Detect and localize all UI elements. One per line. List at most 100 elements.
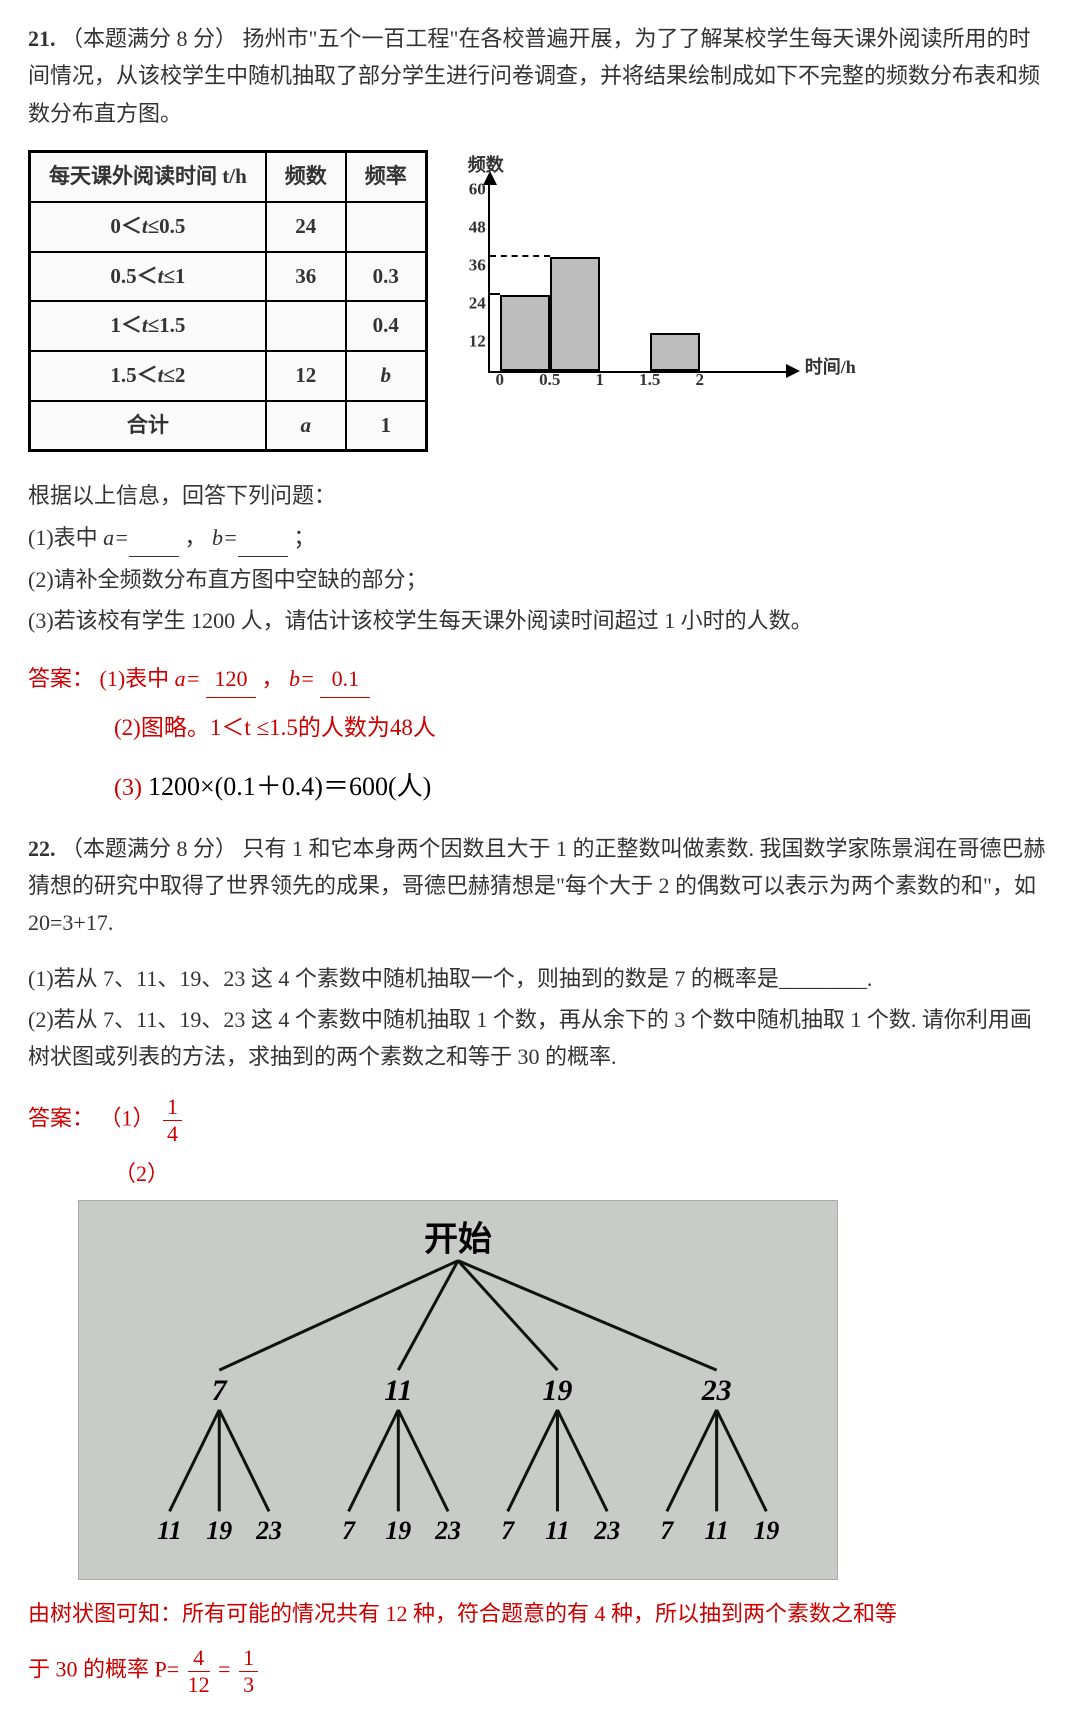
ans3: (3)(3) 1200×(0.1+0.4) = 600(人) 1200×(0.1…	[28, 765, 1052, 809]
tree-leaf: 7	[342, 1516, 356, 1545]
tree-node: 11	[384, 1374, 412, 1407]
table-cell: 12	[266, 351, 346, 401]
q21-prompt: 根据以上信息，回答下列问题：	[28, 477, 1052, 514]
sub1-pre: (1)表中	[28, 525, 103, 550]
tree-leaf: 19	[206, 1516, 232, 1545]
sub1-comma: ，	[185, 525, 207, 550]
histogram-plot: 时间/h 122436486000.511.52	[488, 183, 788, 373]
y-tick: 36	[456, 251, 486, 280]
table-cell: 1.5＜t≤2	[30, 351, 266, 401]
frequency-table: 每天课外阅读时间 t/h 频数 频率 0＜t≤0.5240.5＜t≤1360.3…	[28, 150, 428, 452]
q22-sub2: (2)若从 7、11、19、23 这 4 个素数中随机抽取 1 个数，再从余下的…	[28, 1001, 1052, 1076]
ans1: (1)表中 a= 120 ， b= 0.1	[100, 666, 371, 691]
x-tick: 2	[696, 366, 705, 395]
x-tick: 0.5	[539, 366, 560, 395]
table-cell: a	[266, 401, 346, 451]
guide-line	[490, 293, 500, 295]
conc2-pre: 于 30 的概率 P=	[28, 1656, 179, 1681]
f1n: 4	[188, 1647, 210, 1672]
table-cell: 合计	[30, 401, 266, 451]
q22-sub1: (1)若从 7、11、19、23 这 4 个素数中随机抽取一个，则抽到的数是 7…	[28, 960, 1052, 997]
table-cell: 1	[346, 401, 427, 451]
q21-number: 21.	[28, 26, 56, 51]
table-cell: 36	[266, 252, 346, 302]
tree-leaf: 11	[545, 1516, 569, 1545]
q21-marks: （本题满分 8 分）	[61, 26, 237, 51]
table-header-row: 每天课外阅读时间 t/h 频数 频率	[30, 152, 427, 202]
frac-den: 4	[163, 1121, 182, 1145]
th-rate: 频率	[346, 152, 427, 202]
histogram: 频数 时间/h 122436486000.511.52	[458, 150, 788, 373]
y-tick: 60	[456, 175, 486, 204]
table-row: 0.5＜t≤1360.3	[30, 252, 427, 302]
ans1-pre: (1)表中	[100, 666, 175, 691]
eq: =	[218, 1656, 230, 1681]
ans1-frac: 1 4	[163, 1096, 182, 1145]
q21-stem: 21. （本题满分 8 分） 扬州市"五个一百工程"在各校普遍开展，为了了解某校…	[28, 20, 1052, 132]
ans2-label: （2）	[28, 1155, 1052, 1192]
tree-leaf: 23	[434, 1516, 461, 1545]
ans2-text: (2)图略。1＜t ≤1.5的人数为48人	[114, 715, 436, 740]
answer-label: 答案：	[28, 666, 94, 691]
tree-leaf: 23	[255, 1516, 282, 1545]
th-freq: 频数	[266, 152, 346, 202]
q21-sub3: (3)若该校有学生 1200 人，请估计该校学生每天课外阅读时间超过 1 小时的…	[28, 602, 1052, 639]
ans2: (2)图略。1＜t ≤1.5的人数为48人	[28, 708, 1052, 747]
ans1-a-val: 120	[206, 660, 256, 698]
tree-node: 19	[543, 1374, 573, 1407]
tree-svg: 开始 7 11 19 23 11 19 23 7 19 23 7 11 23 7 11 19	[79, 1201, 837, 1579]
th-time: 每天课外阅读时间 t/h	[30, 152, 266, 202]
ans1-b-val: 0.1	[320, 660, 370, 698]
q22-marks: （本题满分 8 分）	[61, 836, 237, 861]
blank-a	[129, 519, 179, 557]
x-tick: 1	[596, 366, 605, 395]
guide-line	[490, 255, 550, 257]
histogram-bar	[550, 257, 600, 371]
sub1-b: b=	[212, 525, 238, 550]
tree-leaf: 11	[704, 1516, 728, 1545]
table-cell: 24	[266, 202, 346, 252]
conclusion-line1: 由树状图可知：所有可能的情况共有 12 种，符合题意的有 4 种，所以抽到两个素…	[28, 1595, 1052, 1632]
tree-leaf: 19	[385, 1516, 411, 1545]
f2n: 1	[239, 1647, 258, 1672]
frac-4-12: 4 12	[188, 1647, 210, 1696]
y-tick: 12	[456, 327, 486, 356]
table-cell	[346, 202, 427, 252]
f1d: 12	[188, 1672, 210, 1696]
sub1-end: ；	[293, 525, 315, 550]
tree-leaf: 11	[157, 1516, 181, 1545]
y-axis-label: 频数	[468, 150, 788, 181]
x-tick: 0	[496, 366, 505, 395]
table-row: 0＜t≤0.524	[30, 202, 427, 252]
table-cell: 0.3	[346, 252, 427, 302]
table-cell: 0＜t≤0.5	[30, 202, 266, 252]
y-tick: 24	[456, 289, 486, 318]
q22-number: 22.	[28, 836, 56, 861]
frac-num: 1	[163, 1096, 182, 1121]
table-row: 合计a1	[30, 401, 427, 451]
q21-sub2: (2)请补全频数分布直方图中空缺的部分；	[28, 561, 1052, 598]
q21-sub1: (1)表中 a= ， b= ；	[28, 519, 1052, 557]
answer-label-2: 答案：	[28, 1105, 94, 1130]
q21-answer: 答案： (1)表中 a= 120 ， b= 0.1	[28, 660, 1052, 698]
ans1-label: （1）	[100, 1105, 155, 1130]
x-tick: 1.5	[639, 366, 660, 395]
table-cell: 0.4	[346, 301, 427, 351]
table-cell: b	[346, 351, 427, 401]
f2d: 3	[239, 1672, 258, 1696]
tree-leaf: 23	[593, 1516, 620, 1545]
histogram-bar	[500, 295, 550, 371]
tree-diagram: 开始 7 11 19 23 11 19 23 7 19 23 7 11 23 7 11 19	[78, 1200, 838, 1580]
conclusion-line2: 于 30 的概率 P= 4 12 = 1 3	[28, 1647, 1052, 1696]
tree-leaf: 7	[501, 1516, 515, 1545]
tree-node: 7	[212, 1374, 228, 1407]
table-row: 1＜t≤1.50.4	[30, 301, 427, 351]
y-tick: 48	[456, 213, 486, 242]
sub1-a: a=	[103, 525, 129, 550]
tree-leaf: 7	[660, 1516, 674, 1545]
tree-node: 23	[701, 1374, 732, 1407]
tree-root: 开始	[424, 1221, 492, 1259]
table-cell	[266, 301, 346, 351]
q22-answer: 答案： （1） 1 4	[28, 1096, 1052, 1145]
tree-leaf: 19	[753, 1516, 779, 1545]
